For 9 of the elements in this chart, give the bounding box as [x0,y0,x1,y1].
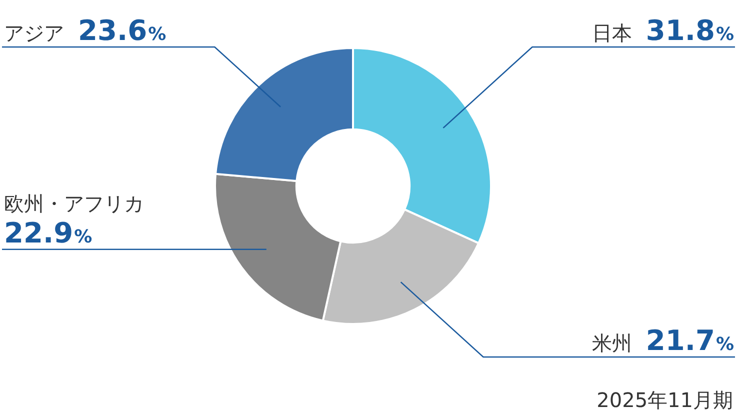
data-label: 31.8% [646,14,734,47]
data-label: 21.7% [646,324,734,357]
data-label: 22.9% [4,216,92,250]
slice-label: 米州 [592,331,632,355]
slice-label: 日本 [592,21,632,45]
data-label: 23.6% [78,14,166,47]
slice-label: 欧州・アフリカ [4,191,144,216]
slice-label: アジア [4,21,64,45]
text: 2025年11月期 [596,388,733,412]
